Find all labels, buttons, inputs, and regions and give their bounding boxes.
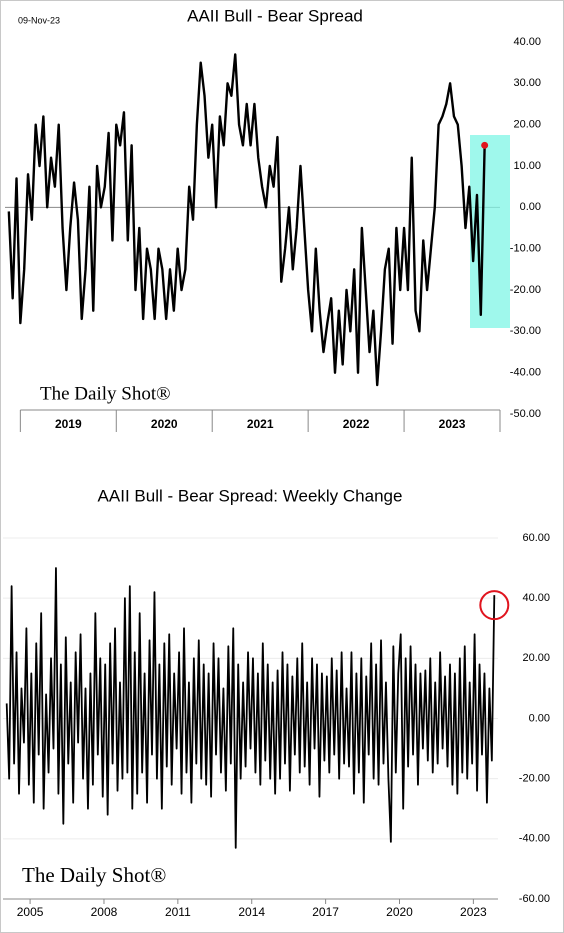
y-tick-label: -40.00 [510, 367, 541, 379]
date-label: 09-Nov-23 [18, 15, 60, 25]
x-tick-label: 2014 [238, 905, 265, 919]
y-tick-label: -30.00 [510, 325, 541, 337]
data-line [7, 53, 486, 387]
last-point-ring [479, 590, 510, 621]
y-tick-label: -20.00 [519, 773, 550, 785]
y-tick-label: 40.00 [513, 36, 541, 48]
watermark: The Daily Shot® [22, 863, 166, 887]
y-tick-label: 20.00 [513, 119, 541, 131]
y-tick-label: -60.00 [519, 893, 550, 905]
y-tick-label: 10.00 [513, 160, 541, 172]
y-tick-label: -50.00 [510, 408, 541, 420]
y-tick-label: 20.00 [522, 652, 550, 664]
chart-spread: 09-Nov-23 AAII Bull - Bear Spread 40.00 3… [5, 6, 541, 432]
x-tick-label: 2022 [343, 417, 370, 431]
x-tick-label: 2005 [17, 905, 44, 919]
x-tick-label: 2020 [386, 905, 413, 919]
y-tick-label: -20.00 [510, 284, 541, 296]
y-tick-label: 30.00 [513, 77, 541, 89]
y-tick-label: 60.00 [522, 532, 550, 544]
chart-title: AAII Bull - Bear Spread: Weekly Change [98, 486, 403, 505]
x-tick-label: 2008 [91, 905, 118, 919]
y-tick-label: -10.00 [510, 243, 541, 255]
last-point [481, 141, 489, 149]
x-tick-label: 2017 [312, 905, 339, 919]
y-tick-label: 0.00 [520, 201, 541, 213]
y-tick-label: 40.00 [522, 592, 550, 604]
x-tick-label: 2023 [460, 905, 487, 919]
watermark: The Daily Shot® [40, 383, 171, 404]
y-tick-label: 0.00 [529, 712, 550, 724]
y-tick-label: -40.00 [519, 833, 550, 845]
chart-weekly-change: AAII Bull - Bear Spread: Weekly Change 6… [3, 486, 550, 919]
x-tick-label: 2019 [55, 417, 82, 431]
chart-title: AAII Bull - Bear Spread [187, 6, 363, 25]
x-tick-label: 2011 [165, 905, 191, 919]
data-line [5, 567, 496, 849]
x-tick-label: 2020 [151, 417, 178, 431]
x-tick-label: 2023 [439, 417, 466, 431]
x-tick-label: 2021 [247, 417, 274, 431]
highlight-box [470, 135, 510, 328]
